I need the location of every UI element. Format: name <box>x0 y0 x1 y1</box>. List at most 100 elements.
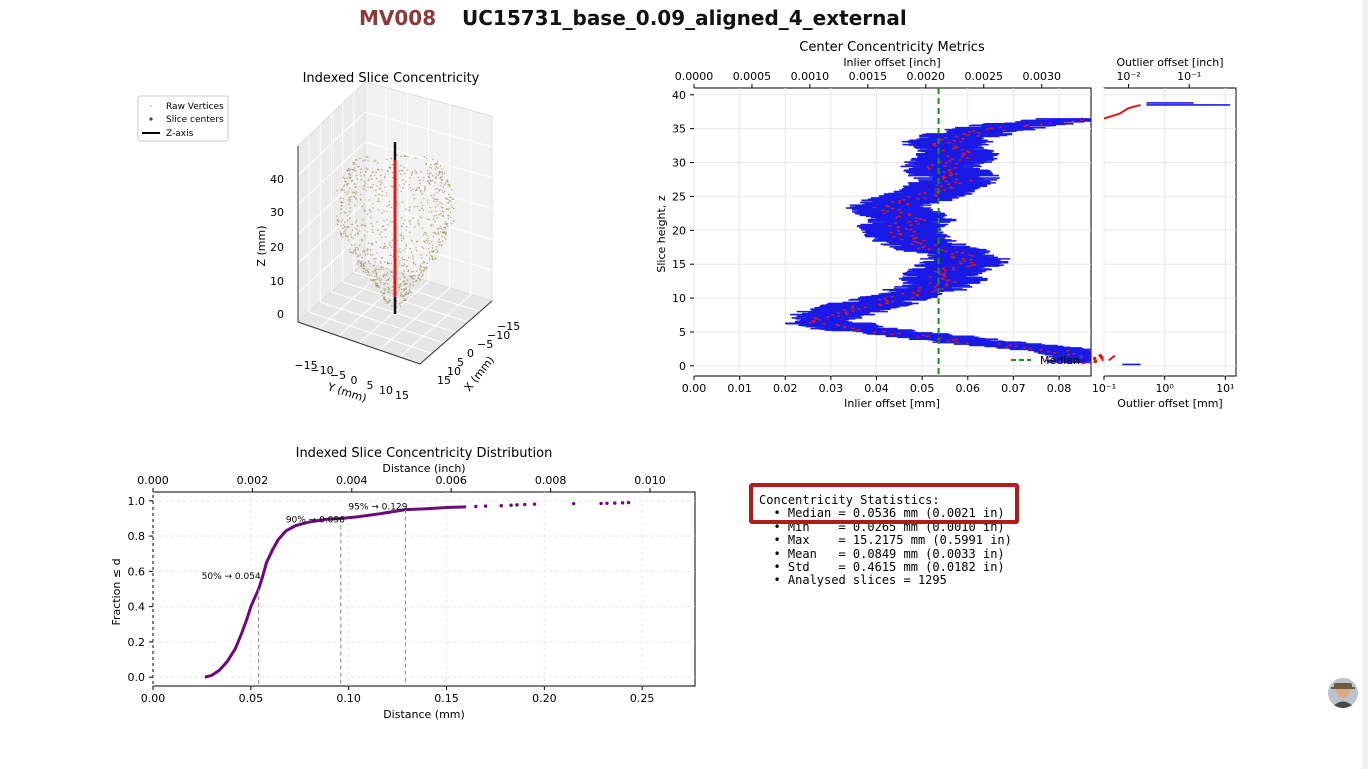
cdf-line <box>204 505 467 679</box>
vertex-point <box>408 183 411 186</box>
vertex-point <box>426 202 429 204</box>
vertex-point <box>444 183 446 186</box>
user-avatar-icon[interactable] <box>1328 678 1358 708</box>
vertex-point <box>403 294 405 297</box>
vertex-point <box>417 222 420 224</box>
vertex-point <box>377 200 379 202</box>
vertex-point <box>444 228 447 230</box>
vertex-point <box>364 159 367 161</box>
vertex-point <box>403 183 405 185</box>
vertex-point <box>400 234 403 236</box>
vertex-point <box>356 178 358 180</box>
vertex-point <box>432 218 435 220</box>
vertex-point <box>377 209 380 211</box>
vertex-point <box>407 270 409 273</box>
vertex-point <box>364 271 367 274</box>
vertex-point <box>450 204 453 207</box>
stat-mean: • Mean = 0.0849 mm (0.0033 in) <box>759 546 1005 561</box>
vertex-point <box>362 218 364 221</box>
vertex-point <box>348 203 350 205</box>
plot-frame <box>1103 87 1237 377</box>
vertex-point <box>350 180 353 182</box>
unit-code: MV008 <box>359 6 437 30</box>
vertex-point <box>390 262 393 265</box>
x2-axis-label: Inlier offset [inch] <box>843 56 940 69</box>
vertex-point <box>436 160 439 163</box>
vertex-point <box>438 238 441 241</box>
vertex-point <box>362 262 365 265</box>
vertex-point <box>363 249 365 251</box>
vertex-point <box>399 285 402 288</box>
vertex-point <box>379 260 381 263</box>
vertex-point <box>418 209 421 212</box>
vertex-point <box>348 173 350 175</box>
vertex-point <box>355 159 358 161</box>
vertex-point <box>398 170 401 172</box>
x-axis-label: Distance (mm) <box>383 708 465 721</box>
vertex-point <box>352 251 355 253</box>
vertex-point <box>440 245 443 247</box>
page-title: UC15731_base_0.09_aligned_4_external <box>462 6 907 30</box>
vertex-point <box>433 163 436 166</box>
vertex-point <box>410 251 413 253</box>
vertex-point <box>443 190 446 192</box>
vertex-point <box>346 183 348 185</box>
vertex-point <box>402 178 404 181</box>
vertex-point <box>415 280 417 282</box>
vertex-point <box>404 247 407 250</box>
vertex-point <box>403 263 406 265</box>
vertex-point <box>386 205 388 208</box>
vertex-point <box>415 270 418 272</box>
vertex-point <box>391 163 394 166</box>
vertex-point <box>428 218 430 221</box>
vertex-point <box>356 247 359 249</box>
vertex-point <box>363 209 366 211</box>
vertex-point <box>351 192 354 194</box>
vertex-point <box>371 186 373 188</box>
vertex-point <box>359 157 361 160</box>
vertex-point <box>434 168 437 171</box>
vertex-point <box>439 201 441 204</box>
vertex-point <box>403 258 406 261</box>
vertex-point <box>397 250 400 252</box>
vertex-point <box>416 205 419 208</box>
vertex-point <box>353 192 356 194</box>
vertex-point <box>441 178 444 181</box>
vertex-point <box>346 169 349 172</box>
vertex-point <box>375 282 377 285</box>
vertex-point <box>382 275 385 278</box>
y-axis-label: Slice height, z <box>655 195 668 272</box>
vertex-point <box>409 221 411 223</box>
vertex-point <box>349 210 351 213</box>
vertex-point <box>354 234 357 236</box>
vertex-point <box>367 242 370 245</box>
vertex-point <box>409 286 411 288</box>
vertex-point <box>347 191 349 193</box>
vertex-point <box>409 291 412 294</box>
vertex-point <box>442 191 445 194</box>
vertex-point <box>427 247 430 250</box>
vertex-point <box>336 223 339 226</box>
vertex-point <box>436 187 439 190</box>
vertex-point <box>381 257 383 259</box>
vertex-point <box>410 276 413 279</box>
vertex-point <box>350 244 352 246</box>
vertex-point <box>406 155 409 158</box>
vertex-point <box>450 222 453 225</box>
vertex-point <box>430 250 433 253</box>
vertex-point <box>438 171 441 174</box>
vertex-point <box>406 279 409 281</box>
vertex-point <box>382 247 384 250</box>
vertex-point <box>405 180 407 183</box>
vertex-point <box>369 249 372 251</box>
vertex-point <box>342 224 345 226</box>
vertex-point <box>404 299 406 301</box>
cdf-tail-point <box>605 501 609 505</box>
vertex-point <box>404 283 406 286</box>
vertex-point <box>431 179 434 182</box>
z-tick-label: 20 <box>270 241 284 254</box>
vertex-point <box>405 229 408 231</box>
vertex-point <box>439 184 442 187</box>
vertex-point <box>415 188 418 191</box>
